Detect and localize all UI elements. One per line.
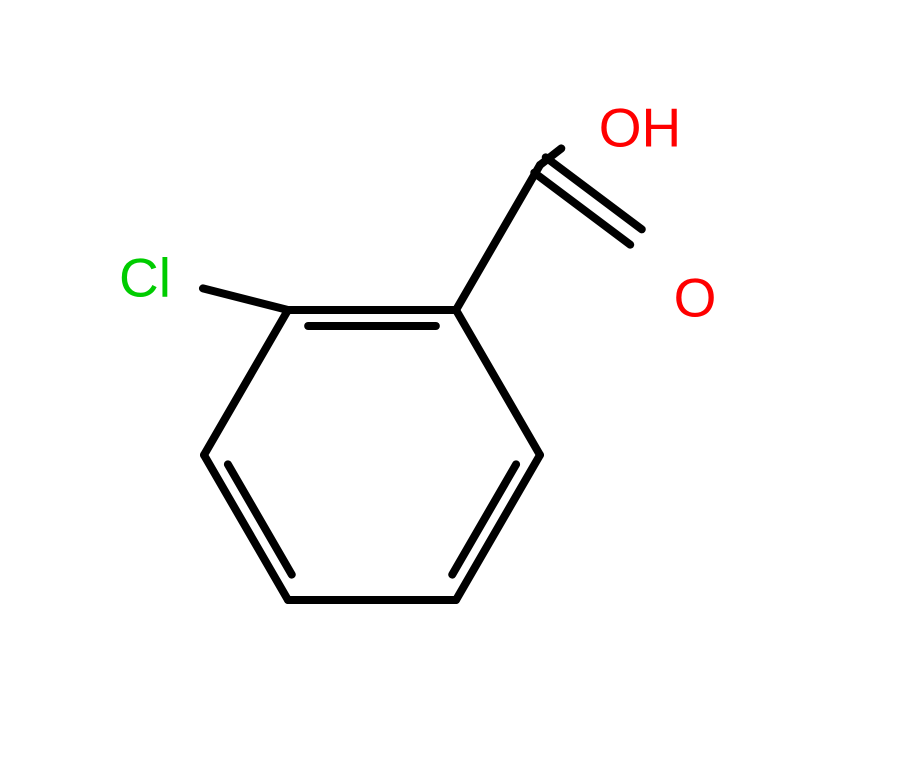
atom-label-cl: Cl bbox=[119, 247, 171, 309]
bond bbox=[203, 288, 288, 310]
atom-label-o: O bbox=[674, 267, 717, 329]
bond bbox=[456, 165, 540, 310]
bond bbox=[204, 310, 288, 455]
bond bbox=[456, 310, 540, 455]
bond-layer bbox=[203, 148, 642, 600]
bond bbox=[456, 455, 540, 600]
atom-label-oh: OH bbox=[599, 97, 682, 159]
bond bbox=[204, 455, 288, 600]
molecule-canvas: Cl OH O bbox=[0, 0, 897, 777]
